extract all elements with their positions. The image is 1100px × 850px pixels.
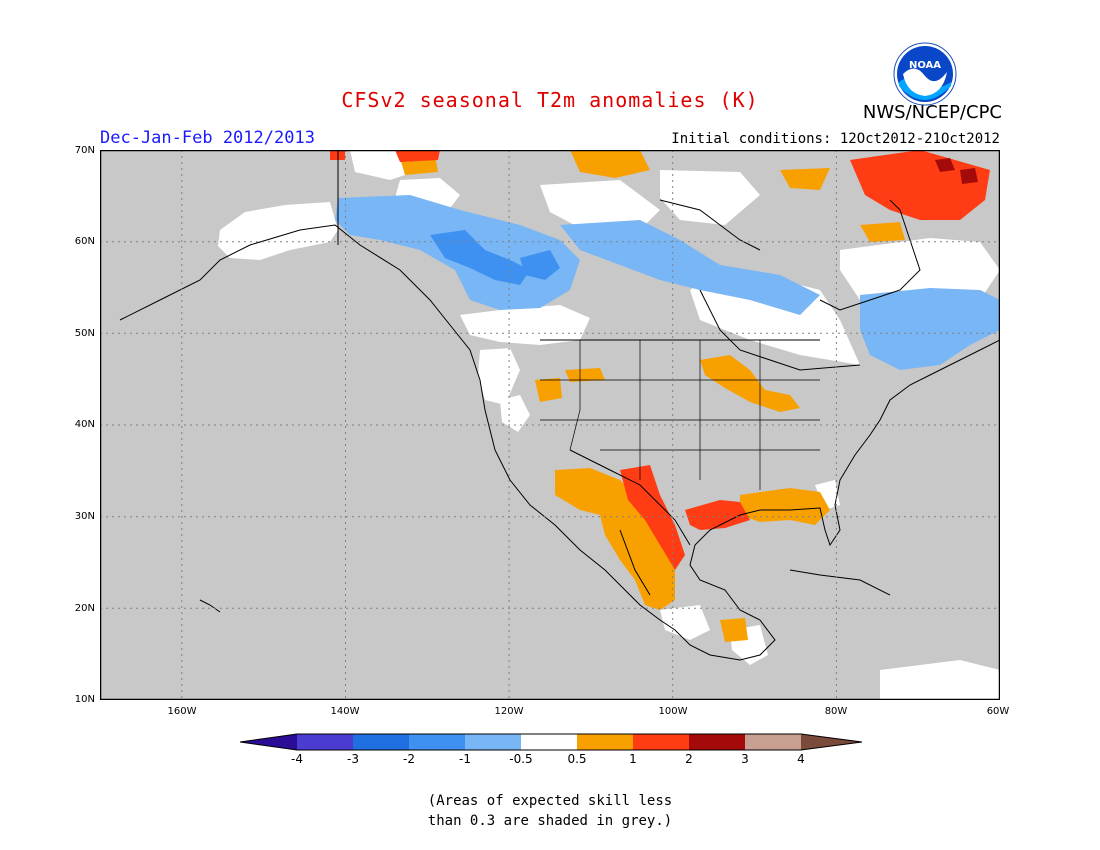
lon-label-80w: 80W	[824, 706, 848, 717]
lat-label-70n: 70N	[74, 145, 95, 156]
coastlines	[119, 150, 1000, 661]
colorbar-swatch-2	[353, 734, 409, 750]
colorbar-swatch-4	[465, 734, 521, 750]
lat-label-40n: 40N	[74, 419, 95, 430]
season-label: Dec-Jan-Feb 2012/2013	[100, 128, 315, 148]
lat-label-30n: 30N	[74, 511, 95, 522]
lon-label-60w: 60W	[986, 706, 1010, 717]
state-borders	[540, 340, 820, 490]
colorbar-tick-label: 2	[685, 752, 693, 766]
lon-label-100w: 100W	[658, 706, 688, 717]
lon-label-120w: 120W	[494, 706, 524, 717]
colorbar-swatch-3	[409, 734, 465, 750]
skill-note-line-2: than 0.3 are shaded in grey.)	[427, 813, 673, 829]
colorbar-tick-label: 4	[797, 752, 805, 766]
colorbar-swatch-7	[633, 734, 689, 750]
colorbar-tick-label: 3	[741, 752, 749, 766]
anomaly-map	[100, 150, 1000, 700]
colorbar-tick-label: -1	[459, 752, 471, 766]
colorbar-tick-label: -4	[291, 752, 303, 766]
skill-note-line-1: (Areas of expected skill less	[427, 793, 673, 809]
hot-anomaly-regions	[330, 150, 990, 570]
lon-label-140w: 140W	[330, 706, 360, 717]
lon-label-160w: 160W	[167, 706, 197, 717]
lat-label-60n: 60N	[74, 236, 95, 247]
cold-anomaly-regions	[430, 230, 560, 285]
colorbar-swatch-5	[521, 734, 577, 750]
lat-label-10n: 10N	[74, 694, 95, 705]
noaa-logo-text: NOAA	[909, 60, 941, 71]
colorbar-swatch-9	[745, 734, 801, 750]
colorbar-swatch-1	[297, 734, 353, 750]
initial-conditions-label: Initial conditions: 12Oct2012-21Oct2012	[671, 131, 1000, 147]
organization-label: NWS/NCEP/CPC	[862, 102, 1002, 123]
colorbar-swatch-6	[577, 734, 633, 750]
colorbar-left-arrow	[240, 734, 297, 750]
colorbar-tick-label: -3	[347, 752, 359, 766]
noaa-logo: NOAA	[893, 42, 957, 106]
lat-label-20n: 20N	[74, 603, 95, 614]
colorbar-tick-label: -0.5	[509, 752, 533, 766]
colorbar-swatch-8	[689, 734, 745, 750]
very-hot-anomaly-regions	[935, 158, 978, 184]
colorbar-tick-label: 0.5	[567, 752, 587, 766]
colorbar-tick-label: -2	[403, 752, 415, 766]
lat-lon-grid	[100, 150, 1000, 700]
colorbar-right-arrow	[801, 734, 862, 750]
map-frame	[100, 150, 1000, 700]
colorbar	[240, 733, 862, 751]
colorbar-tick-label: 1	[629, 752, 637, 766]
warm-anomaly-regions	[400, 150, 905, 642]
chart-title: CFSv2 seasonal T2m anomalies (K)	[341, 88, 759, 112]
lat-label-50n: 50N	[74, 328, 95, 339]
